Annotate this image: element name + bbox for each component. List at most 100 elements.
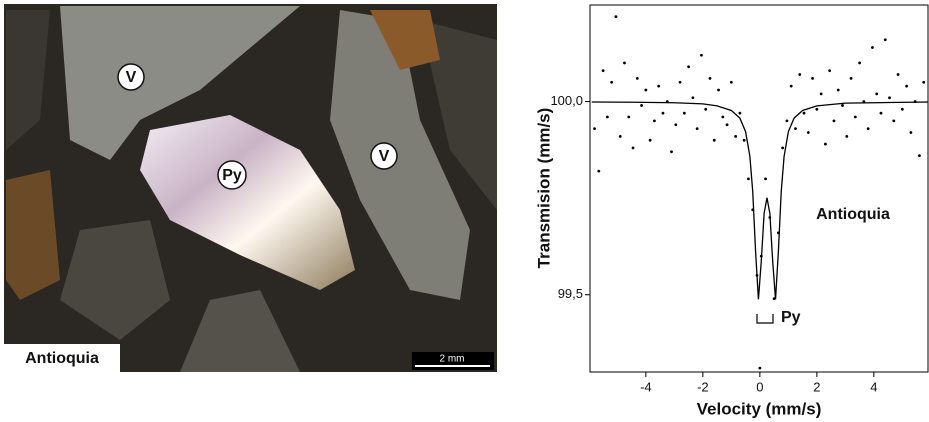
data-point bbox=[845, 135, 848, 138]
mineral-label: V bbox=[126, 69, 137, 86]
data-point bbox=[593, 127, 596, 130]
caption: Antioquia bbox=[25, 350, 99, 367]
data-point bbox=[764, 177, 767, 180]
data-point bbox=[803, 112, 806, 115]
data-point bbox=[828, 69, 831, 72]
data-point bbox=[606, 116, 609, 119]
x-tick-label: -2 bbox=[697, 379, 709, 394]
data-point bbox=[905, 85, 908, 88]
data-point bbox=[730, 81, 733, 84]
data-point bbox=[687, 65, 690, 68]
data-point bbox=[756, 274, 759, 277]
page: {"micrograph": {"labels": ["V", "V", "Py… bbox=[0, 0, 929, 422]
figure: V V Py Antioquia 2 mm Velocity (mm/s) Tr… bbox=[0, 0, 929, 422]
data-point bbox=[841, 104, 844, 107]
data-point bbox=[777, 232, 780, 235]
data-point bbox=[670, 150, 673, 153]
data-point bbox=[910, 131, 913, 134]
data-point bbox=[662, 112, 665, 115]
data-point bbox=[760, 255, 763, 258]
data-point bbox=[721, 116, 724, 119]
data-point bbox=[888, 96, 891, 99]
data-point bbox=[850, 77, 853, 80]
data-point bbox=[657, 85, 660, 88]
data-point bbox=[743, 139, 746, 142]
data-point bbox=[914, 100, 917, 103]
data-point bbox=[649, 139, 652, 142]
data-point bbox=[640, 104, 643, 107]
data-point bbox=[897, 73, 900, 76]
data-point bbox=[751, 208, 754, 211]
data-point bbox=[691, 96, 694, 99]
data-point bbox=[867, 127, 870, 130]
x-axis-title: Velocity (mm/s) bbox=[697, 399, 822, 418]
plot-frame bbox=[590, 5, 928, 372]
x-tick-label: 4 bbox=[870, 379, 877, 394]
data-point bbox=[811, 77, 814, 80]
data-point bbox=[875, 92, 878, 95]
data-point bbox=[747, 177, 750, 180]
data-point bbox=[713, 139, 716, 142]
mineral-label: V bbox=[379, 148, 390, 165]
data-point bbox=[597, 170, 600, 173]
doublet-bracket bbox=[757, 314, 773, 323]
data-point bbox=[623, 62, 626, 65]
data-point bbox=[892, 119, 895, 122]
data-point bbox=[768, 216, 771, 219]
spectrum-chart: Velocity (mm/s) Transmision (mm/s) Antio… bbox=[534, 5, 928, 418]
mineral-label: Py bbox=[222, 167, 242, 184]
data-point bbox=[619, 135, 622, 138]
data-point bbox=[918, 154, 921, 157]
data-point bbox=[837, 89, 840, 92]
data-point bbox=[700, 54, 703, 57]
data-point bbox=[884, 38, 887, 41]
annotation: Antioquia bbox=[816, 206, 890, 223]
data-point bbox=[739, 112, 742, 115]
y-tick-label: 99,5 bbox=[558, 286, 583, 301]
data-point bbox=[704, 108, 707, 111]
fit-line bbox=[592, 102, 928, 299]
data-point bbox=[717, 89, 720, 92]
data-point bbox=[880, 112, 883, 115]
micrograph: V V Py Antioquia 2 mm bbox=[4, 4, 497, 372]
data-point bbox=[696, 127, 699, 130]
data-point bbox=[798, 73, 801, 76]
data-point bbox=[679, 81, 682, 84]
data-point bbox=[815, 108, 818, 111]
x-tick-label: 0 bbox=[756, 379, 763, 394]
data-point bbox=[653, 119, 656, 122]
data-point bbox=[854, 116, 857, 119]
annotation: Py bbox=[781, 309, 801, 326]
data-point bbox=[674, 123, 677, 126]
data-point bbox=[602, 69, 605, 72]
data-point bbox=[734, 135, 737, 138]
data-point bbox=[610, 81, 613, 84]
data-point bbox=[781, 147, 784, 150]
data-point bbox=[726, 123, 729, 126]
data-point bbox=[683, 112, 686, 115]
data-point bbox=[627, 116, 630, 119]
data-point bbox=[773, 297, 776, 300]
data-point bbox=[790, 85, 793, 88]
data-point bbox=[871, 46, 874, 49]
data-point bbox=[820, 92, 823, 95]
data-point bbox=[709, 77, 712, 80]
x-tick-label: -4 bbox=[640, 379, 652, 394]
data-point bbox=[807, 131, 810, 134]
data-point bbox=[901, 108, 904, 111]
data-point bbox=[922, 81, 925, 84]
data-point bbox=[615, 15, 618, 18]
data-point bbox=[632, 147, 635, 150]
data-point bbox=[862, 100, 865, 103]
data-point bbox=[758, 367, 761, 370]
data-point bbox=[636, 77, 639, 80]
data-point bbox=[666, 100, 669, 103]
data-point bbox=[824, 143, 827, 146]
y-axis-title: Transmision (mm/s) bbox=[534, 108, 553, 269]
y-tick-label: 100,0 bbox=[550, 93, 583, 108]
data-point bbox=[644, 89, 647, 92]
data-point bbox=[833, 119, 836, 122]
data-point bbox=[786, 119, 789, 122]
data-point bbox=[794, 127, 797, 130]
scale-bar-label: 2 mm bbox=[440, 354, 465, 365]
